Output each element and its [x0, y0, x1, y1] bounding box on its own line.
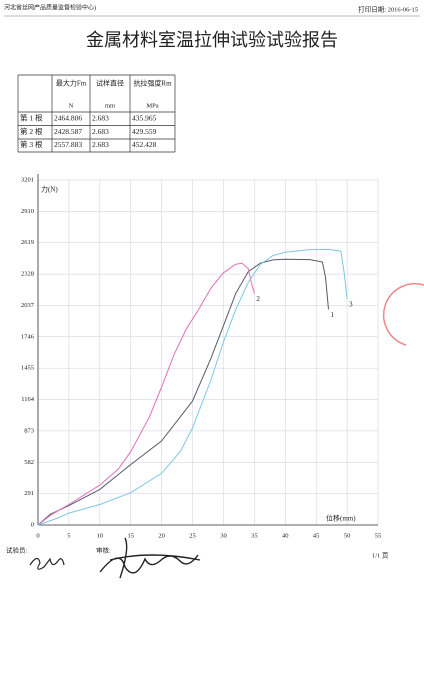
y-tick-label: 2037 [21, 302, 35, 309]
x-tick-label: 20 [158, 532, 165, 539]
table-header: 试样直径 [96, 79, 124, 88]
x-tick-label: 30 [220, 532, 227, 539]
table-cell: 2.683 [92, 140, 109, 149]
x-tick-label: 0 [36, 532, 39, 539]
table-cell: 2.683 [92, 127, 109, 136]
table-cell: 2428.587 [54, 127, 82, 136]
y-tick-label: 0 [31, 521, 34, 528]
x-tick-label: 5 [67, 532, 70, 539]
result-table [17, 74, 176, 153]
table-cell: 第 3 根 [20, 139, 43, 149]
table-cell: 452.428 [132, 140, 157, 149]
y-tick-label: 582 [24, 459, 34, 466]
y-tick-label: 1164 [21, 396, 35, 403]
table-cell: 2.683 [92, 114, 109, 123]
y-tick-label: 2910 [21, 208, 34, 215]
y-tick-label: 1746 [21, 333, 35, 340]
signature [99, 537, 201, 579]
x-tick-label: 45 [313, 532, 320, 539]
x-axis-label: 位移(mm) [326, 514, 356, 523]
x-tick-label: 15 [127, 532, 134, 539]
table-unit: MPa [146, 102, 158, 109]
y-tick-label: 2328 [21, 271, 34, 278]
data-line [37, 258, 329, 526]
y-tick-label: 3201 [21, 176, 34, 183]
y-axis-label: 力(N) [41, 185, 58, 194]
signature [29, 557, 65, 570]
org: 河北省丝网产品质量监督检验中心) [4, 3, 96, 11]
table-header: 抗拉强度Rm [133, 79, 172, 88]
series-label: 1 [331, 311, 335, 319]
tester-label: 试验员: [6, 545, 28, 554]
table-cell: 2464.806 [54, 114, 82, 123]
series-label: 2 [256, 295, 260, 303]
x-tick-label: 50 [344, 532, 351, 539]
report-title: 金属材料室温拉伸试验试验报告 [86, 30, 338, 50]
y-tick-label: 1455 [21, 365, 34, 372]
data-line [37, 262, 255, 526]
table-cell: 第 1 根 [20, 113, 43, 123]
reviewer-label: 审核: [96, 545, 111, 554]
page-number: 1/1 页 [372, 551, 389, 559]
stamp [382, 282, 424, 346]
x-tick-label: 35 [251, 532, 258, 539]
table-unit: N [69, 102, 74, 109]
table-cell: 第 2 根 [20, 126, 43, 136]
table-cell: 2557.883 [54, 140, 82, 149]
table-cell: 435.965 [132, 114, 157, 123]
table-unit: mm [105, 102, 115, 109]
y-tick-label: 873 [24, 427, 34, 434]
data-line [37, 248, 348, 526]
x-tick-label: 40 [282, 532, 289, 539]
x-tick-label: 25 [189, 532, 196, 539]
y-tick-label: 2619 [21, 239, 34, 246]
print-date: 打印日期: 2016-06-15 [358, 4, 418, 13]
x-tick-label: 55 [375, 532, 382, 539]
series-label: 3 [349, 300, 353, 308]
table-cell: 429.559 [132, 127, 157, 136]
x-tick-label: 10 [97, 532, 104, 539]
table-header: 最大力Fm [56, 79, 87, 88]
y-tick-label: 291 [24, 490, 34, 497]
